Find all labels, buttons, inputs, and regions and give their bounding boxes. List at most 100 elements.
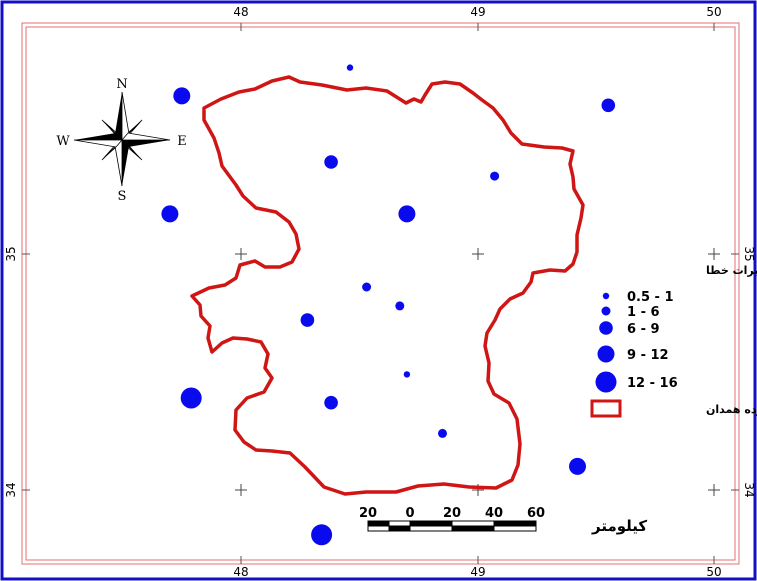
svg-text:20: 20 [359, 506, 377, 521]
north-arrow: N S E W [56, 77, 186, 204]
station-point-2 [173, 87, 191, 105]
legend: دامنه تغییرات خطا 0.5 - 11 - 6 6 - 9 9 - 1… [590, 264, 757, 418]
station-point-14 [438, 428, 447, 438]
hamedan-boundary [190, 75, 585, 496]
svg-text:20: 20 [443, 506, 461, 521]
lat-label-35-left: 35 [4, 246, 18, 261]
station-point-12 [180, 387, 202, 409]
svg-text:کیلومتر: کیلومتر [591, 517, 647, 535]
legend-symbol [595, 371, 617, 393]
scale-segment [493, 525, 537, 532]
station-point-15 [569, 457, 586, 475]
svg-text:50: 50 [706, 565, 721, 579]
station-point-7 [398, 205, 416, 223]
station-point-4 [324, 155, 338, 169]
svg-text:48: 48 [233, 5, 248, 19]
station-point-6 [161, 205, 179, 223]
legend-item-label: 6 - 9 [627, 322, 660, 337]
legend-boundary-swatch [590, 399, 622, 418]
neatline-outer [21, 22, 740, 565]
lon-label-50-top: 50 [706, 5, 721, 19]
scale-segment [388, 525, 411, 532]
edge-ticks [22, 23, 739, 564]
scale-bar: 20 0 20 40 60 کیلومتر [359, 506, 647, 535]
station-point-10 [300, 313, 315, 327]
stations-layer [161, 64, 616, 546]
lon-label-48-top: 48 [233, 5, 248, 19]
station-point-13 [324, 395, 338, 410]
legend-item-label: 12 - 16 [627, 376, 678, 391]
station-point-16 [311, 524, 333, 546]
neatline-inner [25, 26, 736, 561]
legend-symbol [602, 292, 610, 300]
svg-text:دامنه تغییرات خطا: دامنه تغییرات خطا [706, 264, 757, 277]
legend-item-5: 12 - 16 [595, 371, 678, 393]
legend-item-3: 6 - 9 [599, 321, 660, 337]
legend-item-label: 0.5 - 1 [627, 290, 674, 305]
legend-items: 0.5 - 11 - 6 6 - 9 9 - 12 12 - 16 [595, 290, 678, 393]
station-point-8 [362, 282, 372, 292]
scale-segment [388, 520, 411, 527]
station-point-5 [490, 171, 500, 181]
legend-item-label: 9 - 12 [627, 348, 669, 363]
station-point-9 [395, 301, 405, 311]
svg-text:40: 40 [485, 506, 503, 521]
svg-text:49: 49 [470, 5, 485, 19]
lon-label-49-bottom: 49 [470, 565, 485, 579]
svg-text:محدوده همدان: محدوده همدان [706, 403, 757, 416]
compass-north-label: N [116, 77, 127, 92]
svg-text:48: 48 [233, 565, 248, 579]
graticule: 48 49 50 48 49 50 35 34 35 34 [4, 5, 756, 579]
svg-text:35: 35 [742, 246, 756, 261]
station-point-3 [601, 98, 616, 113]
svg-text:50: 50 [706, 5, 721, 19]
scale-tick-label: 20 [443, 506, 461, 521]
lon-label-48-bottom: 48 [233, 565, 248, 579]
legend-symbol [601, 306, 611, 316]
scale-tick-label: 0 [405, 506, 414, 521]
svg-text:W: W [56, 134, 70, 149]
lat-label-34-right: 34 [742, 482, 756, 497]
svg-text:35: 35 [4, 246, 18, 261]
compass-west-label: W [56, 134, 70, 149]
station-point-1 [346, 64, 354, 71]
svg-text:S: S [118, 189, 127, 204]
svg-text:60: 60 [527, 506, 545, 521]
scale-unit-label: کیلومتر [591, 517, 647, 535]
legend-boundary-label: محدوده همدان [706, 403, 757, 416]
svg-text:0: 0 [405, 506, 414, 521]
scale-tick-label: 60 [527, 506, 545, 521]
scale-segment [451, 525, 495, 532]
legend-symbol [599, 321, 613, 335]
lon-label-49-top: 49 [470, 5, 485, 19]
scale-segment [409, 520, 453, 527]
scale-segment [367, 520, 390, 527]
scale-segment [493, 520, 537, 527]
lon-label-50-bottom: 50 [706, 565, 721, 579]
graticule-crosses [235, 248, 720, 496]
legend-item-4: 9 - 12 [597, 345, 669, 363]
legend-item-2: 1 - 6 [601, 305, 660, 320]
svg-text:34: 34 [4, 482, 18, 497]
compass-south-label: S [118, 189, 127, 204]
station-point-11 [403, 371, 411, 378]
legend-title: دامنه تغییرات خطا [706, 264, 757, 277]
legend-item-1: 0.5 - 1 [602, 290, 674, 305]
compass-rose [73, 91, 171, 187]
scale-segment [367, 525, 390, 532]
svg-text:N: N [116, 77, 127, 92]
svg-text:34: 34 [742, 482, 756, 497]
scale-tick-label: 20 [359, 506, 377, 521]
legend-item-label: 1 - 6 [627, 305, 660, 320]
lat-label-35-right: 35 [742, 246, 756, 261]
compass-east-label: E [177, 134, 187, 149]
scale-segment [409, 525, 453, 532]
scale-tick-label: 40 [485, 506, 503, 521]
svg-text:E: E [177, 134, 187, 149]
svg-text:49: 49 [470, 565, 485, 579]
scale-segment [451, 520, 495, 527]
legend-symbol [597, 345, 615, 363]
lat-label-34-left: 34 [4, 482, 18, 497]
